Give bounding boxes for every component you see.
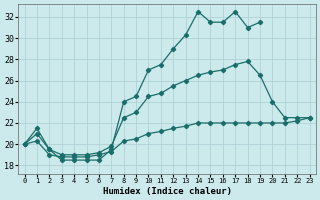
X-axis label: Humidex (Indice chaleur): Humidex (Indice chaleur) xyxy=(103,187,232,196)
